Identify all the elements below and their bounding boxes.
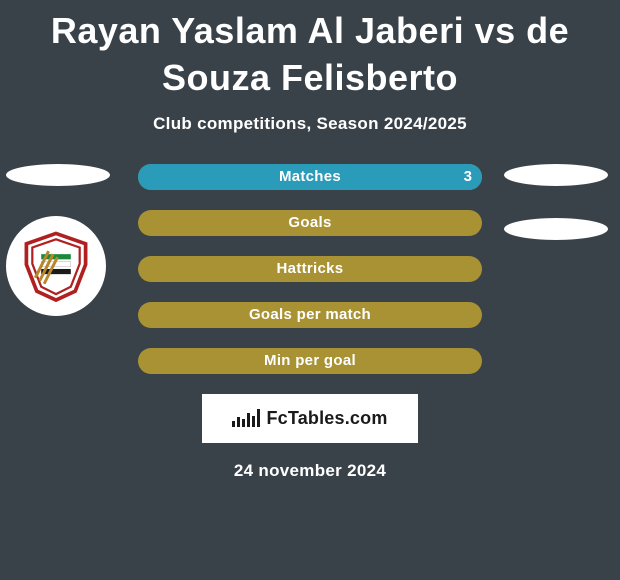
stat-bar: Hattricks	[138, 256, 482, 282]
stat-bar: Min per goal	[138, 348, 482, 374]
stat-bar: Matches3	[138, 164, 482, 190]
bars-container: Matches3 Goals Hattricks Goals per match Min…	[138, 164, 482, 374]
brand-text: FcTables.com	[266, 408, 387, 429]
left-column	[6, 164, 116, 316]
bar-label: Goals	[138, 210, 482, 236]
stat-bar: Goals	[138, 210, 482, 236]
page-title: Rayan Yaslam Al Jaberi vs de Souza Felis…	[0, 0, 620, 102]
bar-label: Hattricks	[138, 256, 482, 282]
page-subtitle: Club competitions, Season 2024/2025	[0, 114, 620, 134]
player-right-oval-1	[504, 164, 608, 186]
brand-icon	[232, 409, 260, 427]
brand-box: FcTables.com	[202, 394, 417, 443]
footer: FcTables.com 24 november 2024	[0, 394, 620, 481]
bar-label: Goals per match	[138, 302, 482, 328]
right-column	[504, 164, 614, 240]
player-right-oval-2	[504, 218, 608, 240]
player-left-oval	[6, 164, 110, 186]
stats-area: Matches3 Goals Hattricks Goals per match Min…	[0, 164, 620, 374]
club-badge	[6, 216, 106, 316]
bar-label: Matches	[138, 164, 482, 190]
footer-date: 24 november 2024	[0, 461, 620, 481]
stat-bar: Goals per match	[138, 302, 482, 328]
shield-icon	[19, 229, 93, 303]
bar-value-right: 3	[464, 164, 472, 190]
bar-label: Min per goal	[138, 348, 482, 374]
